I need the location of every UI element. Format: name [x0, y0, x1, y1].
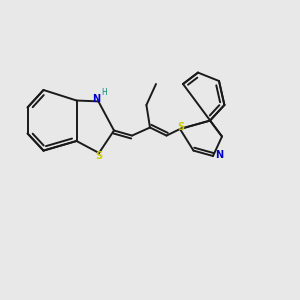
- Text: S: S: [177, 122, 184, 133]
- Text: S: S: [95, 151, 103, 161]
- Text: H: H: [101, 88, 107, 97]
- Text: N: N: [92, 94, 100, 104]
- Text: N: N: [215, 150, 223, 161]
